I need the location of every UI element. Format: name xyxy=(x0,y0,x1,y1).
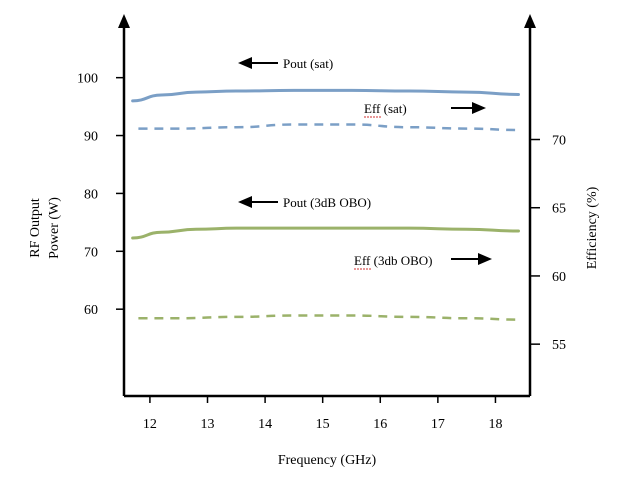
right-y-axis-arrowhead xyxy=(524,14,536,28)
x-ticks: 12 13 14 15 16 17 18 xyxy=(143,396,502,432)
left-y-ticks: 60 70 80 90 100 xyxy=(77,72,124,318)
annotation-eff-obo: Eff (3db OBO) xyxy=(354,253,492,270)
annotation-pout-sat: Pout (sat) xyxy=(238,56,333,71)
series-layer xyxy=(131,88,520,321)
axes xyxy=(118,14,536,398)
label-pout-obo: Pout (3dB OBO) xyxy=(283,195,371,210)
arrowhead-eff-sat xyxy=(472,102,486,114)
x-axis-label: Frequency (GHz) xyxy=(278,453,377,468)
right-y-tick-label-70: 70 xyxy=(552,134,566,149)
left-y-axis-arrowhead xyxy=(118,14,130,28)
x-tick-label-18: 18 xyxy=(488,417,502,432)
left-y-axis-label-line-2: Power (W) xyxy=(47,197,62,259)
left-y-tick-label-80: 80 xyxy=(84,187,98,202)
right-y-ticks: 55 60 65 70 xyxy=(530,134,566,353)
series-pout-3db-obo xyxy=(131,226,520,240)
left-y-tick-label-100: 100 xyxy=(77,72,98,87)
annotation-eff-sat: Eff (sat) xyxy=(364,101,486,118)
arrowhead-pout-obo xyxy=(238,196,252,208)
left-y-axis-label: RF Output Power (W) xyxy=(28,197,62,259)
x-tick-label-15: 15 xyxy=(316,417,330,432)
x-tick-label-16: 16 xyxy=(373,417,387,432)
arrowhead-pout-sat xyxy=(238,57,252,69)
series-eff-3db-obo xyxy=(138,314,519,321)
series-pout-sat xyxy=(131,88,520,103)
left-y-tick-label-60: 60 xyxy=(84,303,98,318)
right-y-tick-label-60: 60 xyxy=(552,270,566,285)
x-tick-label-12: 12 xyxy=(143,417,157,432)
annotation-pout-obo: Pout (3dB OBO) xyxy=(238,195,371,210)
series-eff-sat xyxy=(138,123,519,132)
left-y-tick-label-90: 90 xyxy=(84,130,98,145)
arrowhead-eff-obo xyxy=(478,253,492,265)
right-y-tick-label-65: 65 xyxy=(552,202,566,217)
x-tick-label-17: 17 xyxy=(431,417,445,432)
label-eff-obo: Eff (3db OBO) xyxy=(354,253,432,268)
x-tick-label-14: 14 xyxy=(258,417,272,432)
x-tick-label-13: 13 xyxy=(201,417,215,432)
right-y-axis-label: Efficiency (%) xyxy=(585,186,600,269)
left-y-axis-label-line-1: RF Output xyxy=(28,198,43,258)
label-pout-sat: Pout (sat) xyxy=(283,56,333,71)
right-y-tick-label-55: 55 xyxy=(552,338,566,353)
label-eff-sat: Eff (sat) xyxy=(364,101,407,116)
left-y-tick-label-70: 70 xyxy=(84,245,98,260)
